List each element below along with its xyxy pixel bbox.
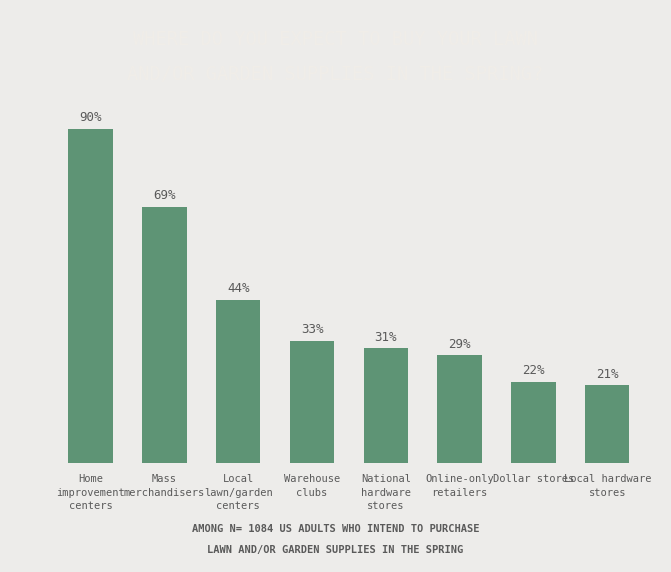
Bar (290, 340, 334, 463)
Bar (511, 382, 556, 463)
Text: LAWN AND/OR GARDEN SUPPLIES IN THE SPRING: LAWN AND/OR GARDEN SUPPLIES IN THE SPRIN… (207, 545, 464, 555)
Bar (142, 207, 187, 463)
Text: AND/OR GARDEN SUPPLIES IN THE SPRING?: AND/OR GARDEN SUPPLIES IN THE SPRING? (127, 65, 544, 84)
Text: 90%: 90% (79, 111, 102, 124)
Text: 33%: 33% (301, 323, 323, 336)
Bar (437, 355, 482, 463)
Bar (68, 129, 113, 463)
Bar (216, 300, 260, 463)
Bar (585, 386, 629, 463)
Text: AMONG N= 1084 US ADULTS WHO INTEND TO PURCHASE: AMONG N= 1084 US ADULTS WHO INTEND TO PU… (192, 524, 479, 534)
Text: 31%: 31% (374, 331, 397, 344)
Text: 69%: 69% (153, 189, 176, 202)
Text: WHERE DO YOU EXPECT TO BUY YOUR LAWN: WHERE DO YOU EXPECT TO BUY YOUR LAWN (133, 30, 538, 49)
Text: 29%: 29% (448, 338, 471, 351)
Text: 21%: 21% (596, 368, 619, 381)
Bar (364, 348, 408, 463)
Text: 22%: 22% (522, 364, 545, 377)
Text: 44%: 44% (227, 282, 250, 295)
